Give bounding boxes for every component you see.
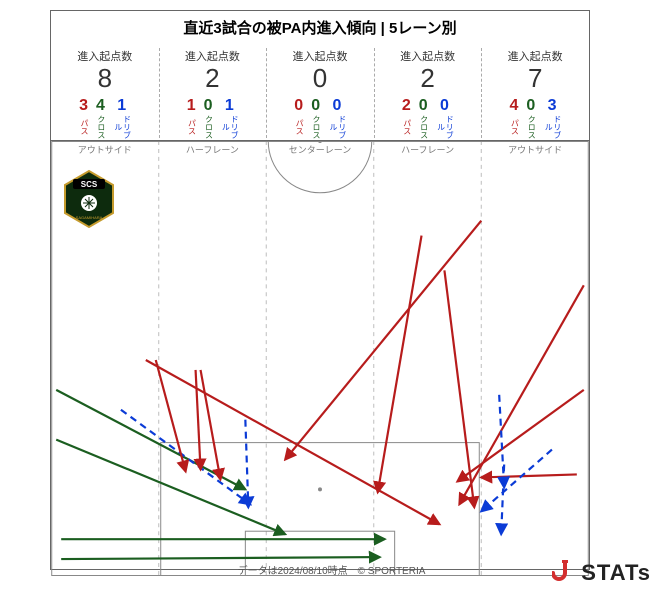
lane-col-3: 進入起点数2 2パス 0クロス 0ドリブル <box>374 46 482 140</box>
lane-cross: 0クロス <box>311 97 320 141</box>
arrow-dribble <box>245 420 248 508</box>
arrow-dribble <box>481 450 552 512</box>
arrow-pass <box>378 236 422 493</box>
lane-total: 8 <box>55 64 155 93</box>
chart-title: 直近3試合の被PA内進入傾向 | 5レーン別 <box>51 11 589 46</box>
arrow-cross <box>56 440 285 535</box>
lane-total: 2 <box>163 64 263 93</box>
lane-entry-label: 進入起点数 <box>270 48 370 64</box>
lane-entry-label: 進入起点数 <box>485 48 585 64</box>
lane-total: 0 <box>270 64 370 93</box>
lane-dribble: 0ドリブル <box>328 97 346 141</box>
brand-logo: STATs <box>552 559 651 589</box>
lane-cross: 0クロス <box>204 97 213 141</box>
lane-name-4: アウトサイド <box>481 141 589 159</box>
lane-entry-label: 進入起点数 <box>55 48 155 64</box>
lane-sub: 4パス 0クロス 3ドリブル <box>485 97 585 141</box>
lane-total: 2 <box>378 64 478 93</box>
lane-sub: 3パス 4クロス 1ドリブル <box>55 97 155 141</box>
arrow-pass <box>201 370 221 479</box>
brand-text: STATs <box>581 560 651 585</box>
lane-dribble: 0ドリブル <box>436 97 454 141</box>
arrow-pass <box>196 370 201 470</box>
lane-col-0: 進入起点数8 3パス 4クロス 1ドリブル <box>51 46 159 140</box>
arrow-pass <box>481 474 577 477</box>
lane-pass: 3パス <box>79 97 88 141</box>
lane-pass: 2パス <box>402 97 411 141</box>
arrow-cross <box>61 557 380 559</box>
lane-col-1: 進入起点数2 1パス 0クロス 1ドリブル <box>159 46 267 140</box>
badge-label: SCS <box>81 180 98 189</box>
lane-sub: 2パス 0クロス 0ドリブル <box>378 97 478 141</box>
lane-col-2: 進入起点数0 0パス 0クロス 0ドリブル <box>266 46 374 140</box>
lane-name-2: センターレーン <box>266 141 374 159</box>
lane-cross: 0クロス <box>526 97 535 141</box>
lane-pass: 1パス <box>187 97 196 141</box>
lane-name-0: アウトサイド <box>51 141 159 159</box>
lane-cross: 0クロス <box>419 97 428 141</box>
j-mark-icon <box>552 559 574 589</box>
club-badge: SCS SAGAMIHARA <box>63 169 115 229</box>
lane-name-3: ハーフレーン <box>374 141 482 159</box>
lane-dribble: 1ドリブル <box>221 97 239 141</box>
lanes-header: 進入起点数83パス4クロス1ドリブル進入起点数21パス0クロス1ドリブル進入起点… <box>51 46 589 141</box>
lane-pass: 0パス <box>294 97 303 141</box>
lane-sub: 0パス 0クロス 0ドリブル <box>270 97 370 141</box>
lane-entry-label: 進入起点数 <box>163 48 263 64</box>
lane-sub: 1パス 0クロス 1ドリブル <box>163 97 263 141</box>
pitch-area: アウトサイドハーフレーンセンターレーンハーフレーンアウトサイド SCS SAGA… <box>51 141 589 576</box>
lane-cross: 4クロス <box>96 97 105 141</box>
svg-text:SAGAMIHARA: SAGAMIHARA <box>76 215 103 220</box>
arrow-cross <box>56 390 245 490</box>
arrow-dribble <box>501 465 504 535</box>
arrow-dribble <box>499 395 504 488</box>
arrow-pass <box>457 390 583 482</box>
chart-frame: 直近3試合の被PA内進入傾向 | 5レーン別 進入起点数83パス4クロス1ドリブ… <box>50 10 590 570</box>
lane-col-4: 進入起点数7 4パス 0クロス 3ドリブル <box>481 46 589 140</box>
lane-name-1: ハーフレーン <box>159 141 267 159</box>
lane-dribble: 1ドリブル <box>113 97 131 141</box>
arrow-pass <box>285 221 481 460</box>
lane-dribble: 3ドリブル <box>543 97 561 141</box>
pitch-svg <box>51 141 589 576</box>
lane-total: 7 <box>485 64 585 93</box>
lane-name-row: アウトサイドハーフレーンセンターレーンハーフレーンアウトサイド <box>51 141 589 159</box>
lane-pass: 4パス <box>509 97 518 141</box>
arrow-pass <box>459 285 583 504</box>
lane-entry-label: 進入起点数 <box>378 48 478 64</box>
